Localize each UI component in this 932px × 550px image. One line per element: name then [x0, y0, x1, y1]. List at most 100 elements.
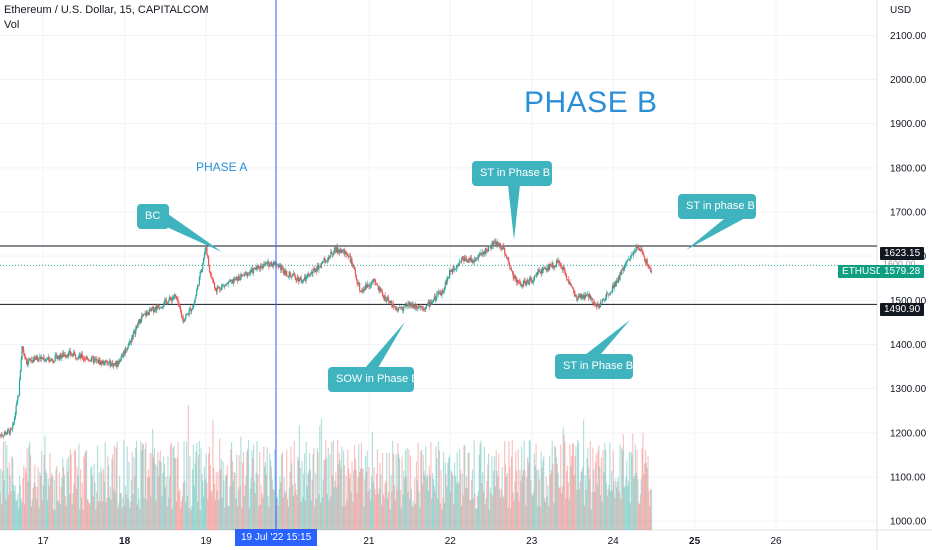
candle-body [577, 298, 579, 301]
sow-phase-b-callout[interactable]: SOW in Phase B [328, 367, 419, 392]
candle-body [436, 294, 438, 299]
volume-bar [74, 451, 76, 530]
candle-body [497, 241, 499, 245]
candle-body [63, 352, 65, 357]
volume-bar [478, 454, 480, 530]
volume-bar [130, 479, 133, 530]
candle-body [93, 359, 95, 363]
candle-body [554, 265, 556, 268]
candle-body [146, 312, 148, 316]
volume-bar [364, 479, 366, 530]
volume-bar [290, 446, 292, 530]
volume-bar [627, 480, 630, 530]
candle-body [50, 359, 52, 362]
st-phase-b-top-callout[interactable]: ST in Phase B [472, 161, 552, 186]
volume-bar [458, 483, 460, 530]
volume-bar [241, 507, 243, 530]
volume-bar [173, 445, 175, 530]
volume-bar [232, 481, 234, 530]
volume-bar [650, 489, 653, 530]
candle-body [456, 265, 458, 268]
candle-body [504, 254, 507, 255]
candle-body [429, 301, 431, 307]
candle-body [378, 286, 380, 290]
volume-bar [31, 499, 33, 530]
candle-body [190, 308, 192, 312]
candle-body [591, 298, 593, 300]
x-tick-label: 24 [608, 536, 620, 547]
candle-body [405, 304, 407, 307]
volume-bar [610, 470, 613, 530]
candle-body [30, 359, 32, 361]
candle-body [489, 245, 491, 247]
volume-bar [611, 490, 614, 530]
st-phase-b-right-callout[interactable]: ST in phase B [678, 194, 756, 219]
candle-body [247, 274, 249, 277]
candle-body [196, 289, 198, 295]
volume-bar [471, 469, 474, 530]
candle-body [454, 268, 456, 270]
volume-bar [561, 486, 563, 530]
volume-bar [429, 475, 431, 530]
volume-bar [539, 506, 541, 530]
volume-bar [285, 493, 287, 530]
candle-body [639, 250, 642, 251]
volume-bar [238, 455, 240, 530]
candle-body [636, 245, 638, 248]
candle-body [23, 350, 25, 354]
volume-bar [9, 475, 11, 530]
candle-body [536, 272, 538, 277]
volume-bar [146, 477, 149, 530]
candle-body [149, 309, 151, 311]
y-tick-label: 1900.00 [890, 119, 927, 130]
candle-body [420, 305, 422, 308]
volume-bar [112, 454, 114, 530]
volume-bar [267, 496, 269, 530]
volume-bar [530, 480, 532, 530]
candle-body [37, 359, 39, 361]
candle-body [259, 265, 262, 269]
volume-bar [322, 479, 324, 530]
volume-bar [591, 491, 593, 530]
candle-body [286, 270, 288, 276]
volume-bar [595, 454, 597, 530]
candle-body [453, 268, 455, 270]
volume-bar [643, 473, 645, 530]
candle-body [327, 257, 329, 261]
volume-bar [403, 470, 405, 530]
candle-body [316, 265, 318, 272]
candle-body [448, 277, 450, 278]
candle-body [24, 355, 27, 360]
volume-bar [102, 501, 104, 530]
st-phase-b-low-callout[interactable]: ST in Phase B [555, 354, 633, 379]
candle-body [592, 298, 594, 304]
candle-body [455, 267, 457, 269]
candle-body [410, 303, 412, 306]
volume-bar [330, 496, 332, 530]
volume-bar [406, 447, 408, 530]
volume-bar [107, 465, 110, 530]
candle-body [542, 268, 544, 274]
candle-body [20, 359, 22, 372]
volume-bar [524, 470, 526, 530]
candle-body [448, 270, 451, 278]
volume-bar [634, 444, 636, 530]
candle-body [314, 268, 316, 273]
volume-bar [305, 441, 307, 530]
candle-body [33, 356, 35, 362]
candle-body [219, 287, 221, 290]
volume-bar [298, 425, 301, 530]
candle-body [111, 362, 113, 364]
candle-body [610, 292, 612, 294]
volume-bar [195, 451, 197, 530]
bc-callout[interactable]: BC [137, 204, 169, 229]
candle-body [473, 259, 475, 263]
x-tick-label: 22 [445, 536, 457, 547]
volume-bar [366, 450, 368, 530]
volume-bar [487, 464, 489, 530]
volume-bar [481, 482, 483, 530]
volume-bar [12, 457, 14, 530]
candle-body [183, 320, 185, 323]
candle-body [398, 307, 400, 311]
